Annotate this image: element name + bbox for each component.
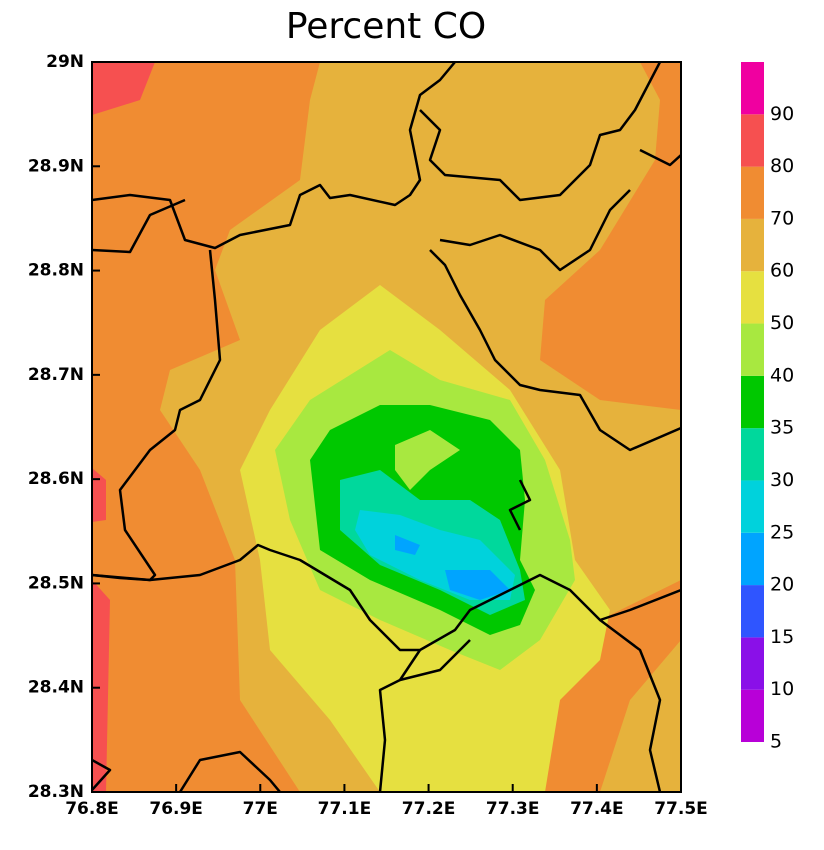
y-tick-label: 28.4N xyxy=(28,678,84,698)
colorbar-segment xyxy=(741,375,764,429)
colorbar-label: 60 xyxy=(770,260,794,282)
contour-region xyxy=(92,62,155,115)
colorbar-label: 80 xyxy=(770,155,794,177)
colorbar-label: 5 xyxy=(770,731,782,753)
colorbar-segment xyxy=(741,480,764,533)
colorbar-label: 35 xyxy=(770,417,794,439)
colorbar-segment xyxy=(741,271,764,324)
y-tick-label: 28.6N xyxy=(28,469,84,489)
x-tick-label: 77.5E xyxy=(654,799,708,819)
colorbar-segment xyxy=(741,114,764,167)
x-tick-label: 76.8E xyxy=(65,799,119,819)
colorbar-segment xyxy=(741,323,764,376)
contour-region xyxy=(92,468,106,522)
colorbar-segment xyxy=(741,637,764,690)
y-tick-label: 28.3N xyxy=(28,782,84,802)
colorbar-segment xyxy=(741,218,764,272)
district-borders xyxy=(92,62,681,792)
colorbar-label: 40 xyxy=(770,364,794,386)
colorbar-label: 30 xyxy=(770,469,794,491)
y-tick-label: 28.5N xyxy=(28,573,84,593)
y-tick-label: 28.7N xyxy=(28,365,84,385)
colorbar-label: 70 xyxy=(770,207,794,229)
colorbar-segment xyxy=(741,166,764,219)
x-tick-label: 77.4E xyxy=(570,799,624,819)
x-tick-label: 76.9E xyxy=(149,799,203,819)
contour-region xyxy=(395,535,420,555)
colorbar-label: 10 xyxy=(770,678,794,700)
colorbar-segment xyxy=(741,532,764,586)
colorbar-segment xyxy=(741,689,764,742)
y-tick-label: 28.9N xyxy=(28,156,84,176)
colorbar-label: 25 xyxy=(770,521,794,543)
colorbar-segment xyxy=(741,585,764,638)
contour-region xyxy=(395,430,460,490)
colorbar-label: 15 xyxy=(770,626,794,648)
y-tick-label: 29N xyxy=(46,52,84,72)
y-tick-label: 28.8N xyxy=(28,261,84,281)
x-tick-label: 77E xyxy=(243,799,278,819)
x-tick-label: 77.2E xyxy=(402,799,456,819)
colorbar-segment xyxy=(741,62,764,115)
x-tick-label: 77.1E xyxy=(318,799,372,819)
x-tick-label: 77.3E xyxy=(486,799,540,819)
colorbar-label: 50 xyxy=(770,312,794,334)
colorbar-label: 90 xyxy=(770,103,794,125)
chart-title: Percent CO xyxy=(286,6,486,47)
contour-field xyxy=(92,62,681,792)
colorbar-label: 20 xyxy=(770,574,794,596)
contour-region xyxy=(445,570,510,600)
contour-region xyxy=(600,640,681,792)
contour-region xyxy=(92,580,110,792)
plot-frame xyxy=(91,61,682,793)
colorbar-segment xyxy=(741,428,764,481)
